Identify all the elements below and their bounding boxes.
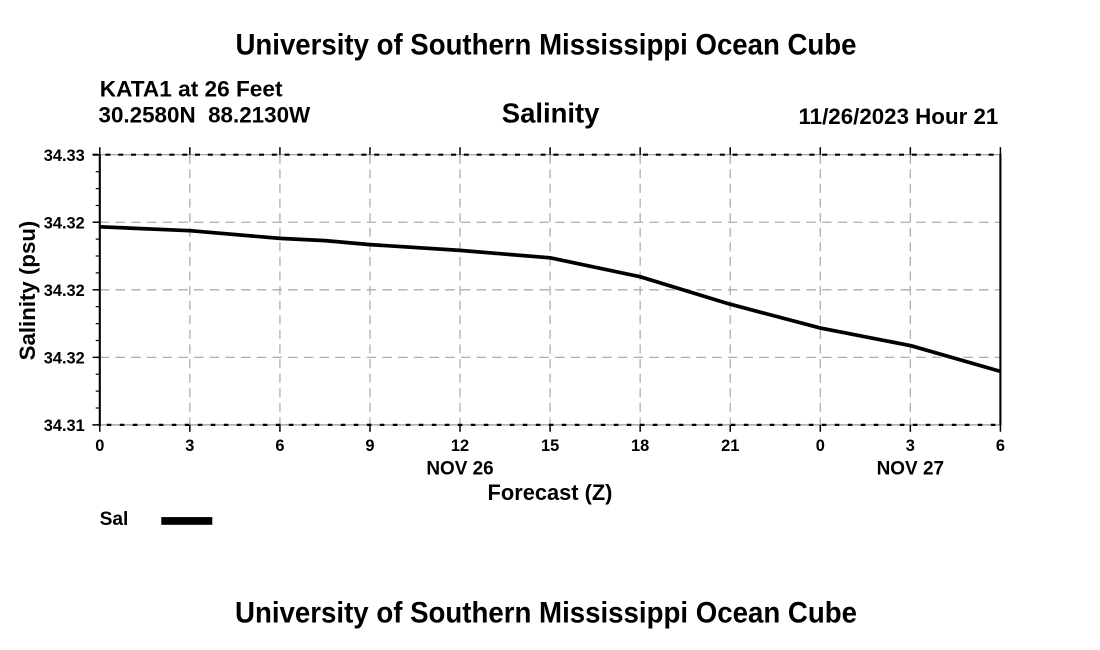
svg-text:34.32: 34.32 — [44, 214, 85, 232]
svg-text:34.32: 34.32 — [44, 350, 85, 368]
svg-text:0: 0 — [95, 437, 104, 455]
svg-text:18: 18 — [631, 437, 649, 455]
svg-text:6: 6 — [275, 437, 284, 455]
svg-text:34.31: 34.31 — [44, 417, 85, 435]
svg-text:6: 6 — [996, 437, 1005, 455]
svg-text:30.2580N 88.2130W: 30.2580N 88.2130W — [99, 103, 311, 128]
svg-text:3: 3 — [906, 437, 915, 455]
svg-text:NOV 26: NOV 26 — [426, 459, 493, 480]
svg-text:Sal: Sal — [100, 509, 129, 530]
svg-text:NOV 27: NOV 27 — [877, 459, 944, 480]
svg-text:3: 3 — [185, 437, 194, 455]
svg-text:Salinity: Salinity — [502, 98, 600, 129]
svg-text:34.33: 34.33 — [44, 147, 85, 165]
svg-text:Salinity (psu): Salinity (psu) — [15, 221, 40, 361]
svg-text:12: 12 — [451, 437, 469, 455]
svg-text:University of Southern Mississ: University of Southern Mississippi Ocean… — [236, 29, 857, 62]
svg-text:15: 15 — [541, 437, 559, 455]
svg-text:KATA1 at 26 Feet: KATA1 at 26 Feet — [100, 77, 283, 102]
svg-text:34.32: 34.32 — [44, 282, 85, 300]
svg-text:University of Southern Mississ: University of Southern Mississippi Ocean… — [235, 597, 857, 630]
svg-text:9: 9 — [365, 437, 374, 455]
svg-text:Forecast (Z): Forecast (Z) — [488, 480, 613, 505]
svg-text:0: 0 — [816, 437, 825, 455]
svg-text:21: 21 — [721, 437, 739, 455]
svg-text:11/26/2023 Hour 21: 11/26/2023 Hour 21 — [799, 104, 999, 129]
